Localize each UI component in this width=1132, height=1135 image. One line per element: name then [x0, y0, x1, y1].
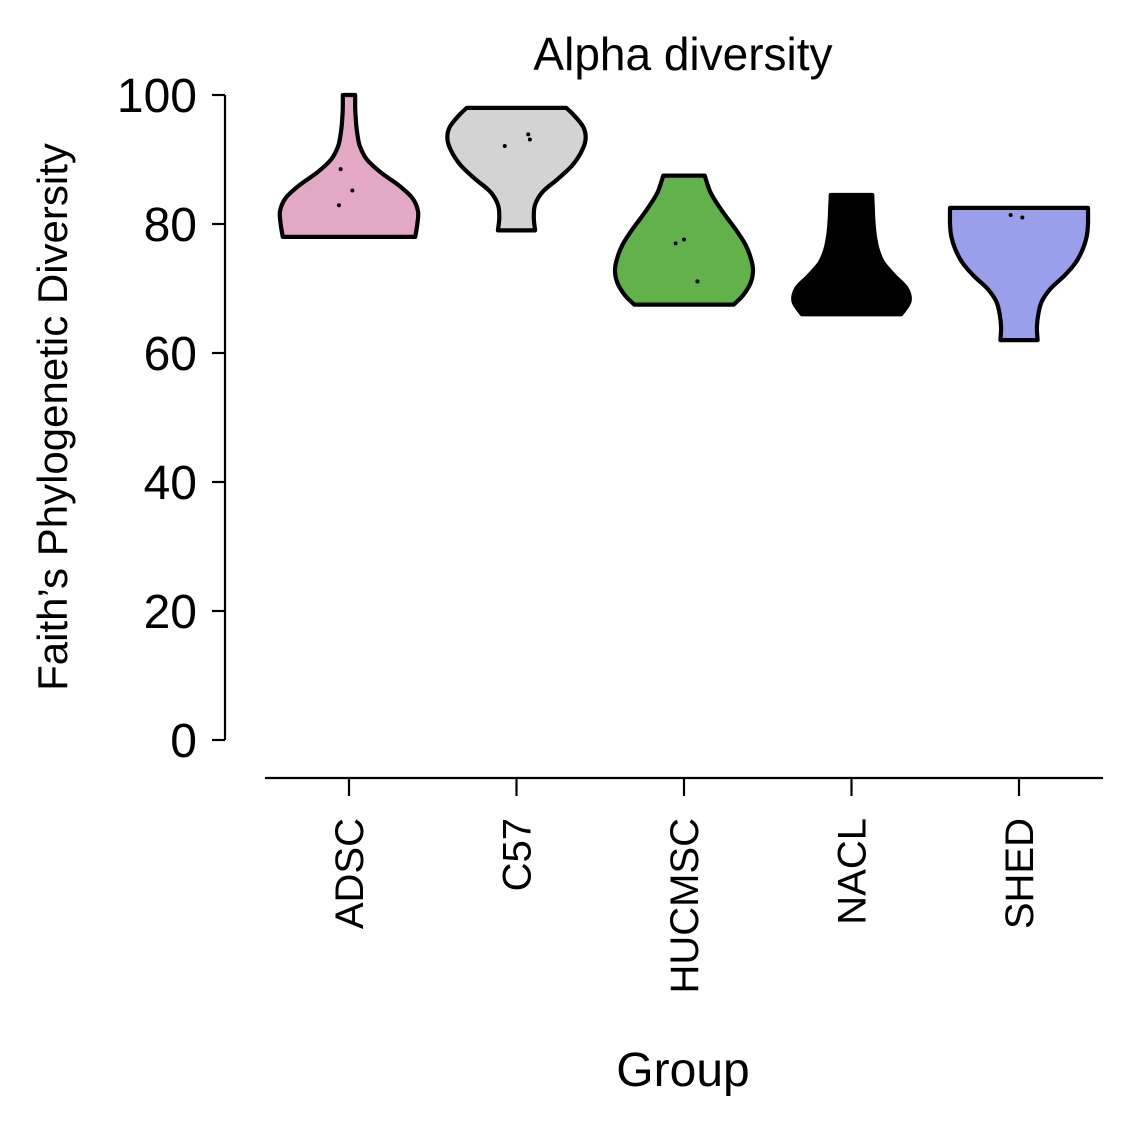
- data-point-hucmsc: [682, 237, 686, 242]
- x-axis-label: Group: [616, 1044, 749, 1097]
- y-tick-label: 20: [144, 586, 197, 639]
- violins: [277, 92, 1091, 343]
- data-point-hucmsc: [673, 241, 678, 246]
- y-tick-label: 100: [117, 70, 197, 123]
- y-axis-label: Faith’s Phylogenetic Diversity: [29, 143, 76, 691]
- y-tick-label: 0: [170, 715, 197, 768]
- data-point-hucmsc: [695, 279, 700, 284]
- data-point-adsc: [338, 167, 343, 172]
- violin-shed: [947, 205, 1091, 343]
- chart-title: Alpha diversity: [533, 28, 832, 80]
- x-tick-label: C57: [496, 818, 540, 891]
- violin-c57: [445, 105, 588, 233]
- x-tick-label: HUCMSC: [663, 818, 707, 994]
- data-point-shed: [1008, 212, 1013, 217]
- y-tick-label: 80: [144, 199, 197, 252]
- x-tick-label: SHED: [998, 818, 1042, 929]
- data-point-shed: [1020, 215, 1025, 220]
- violin-adsc: [277, 92, 421, 239]
- y-tick-label: 60: [144, 328, 197, 381]
- violin-nacl: [791, 192, 912, 317]
- data-point-adsc: [350, 188, 355, 193]
- x-axis: ADSC C57 HUCMSC NACL SHED: [265, 776, 1103, 994]
- y-tick-label: 40: [144, 457, 197, 510]
- data-points: [336, 132, 1025, 284]
- data-point-c57: [502, 143, 507, 148]
- data-point-c57: [527, 137, 532, 142]
- y-axis: 0 20 40 60 80 100: [117, 70, 227, 768]
- x-tick-label: ADSC: [328, 818, 372, 929]
- data-point-c57: [526, 132, 531, 137]
- data-point-adsc: [336, 203, 341, 208]
- x-tick-label: NACL: [831, 818, 875, 925]
